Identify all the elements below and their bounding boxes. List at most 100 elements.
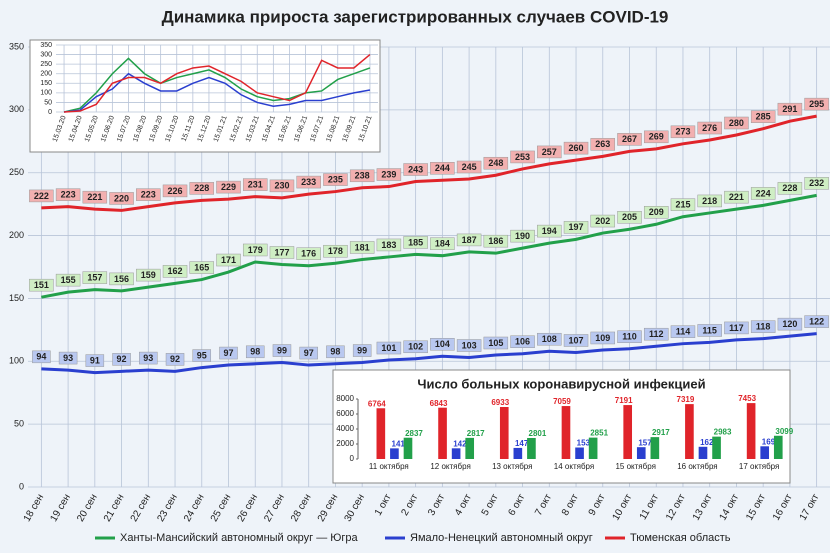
value-label-bg bbox=[139, 351, 158, 365]
value-label: 102 bbox=[408, 342, 423, 352]
value-label: 228 bbox=[194, 183, 209, 193]
x-tick-label: 24 сен bbox=[182, 492, 207, 523]
bar bbox=[527, 437, 536, 459]
value-label-bg bbox=[299, 346, 318, 360]
value-label-bg bbox=[724, 116, 749, 130]
x-tick-label: 13 октября bbox=[492, 462, 532, 471]
bar bbox=[636, 447, 646, 459]
x-tick-label: 6 окт bbox=[506, 492, 527, 518]
y-tick-label: 150 bbox=[40, 80, 52, 87]
value-label: 7059 bbox=[553, 397, 571, 406]
bar bbox=[438, 407, 447, 459]
value-label: 221 bbox=[729, 192, 744, 202]
value-label: 257 bbox=[542, 147, 557, 157]
value-label: 267 bbox=[622, 134, 637, 144]
value-label: 194 bbox=[542, 226, 557, 236]
bar bbox=[575, 447, 584, 459]
value-label-bg bbox=[245, 345, 265, 359]
value-label: 295 bbox=[809, 99, 824, 109]
x-tick-label: 22 сен bbox=[129, 492, 154, 523]
value-label: 231 bbox=[248, 179, 263, 189]
value-label-bg bbox=[590, 331, 616, 345]
value-label: 92 bbox=[117, 354, 127, 364]
value-label-bg bbox=[643, 327, 669, 341]
value-label-bg bbox=[670, 125, 696, 139]
value-label-bg bbox=[269, 179, 295, 193]
value-label-bg bbox=[670, 198, 696, 211]
value-label-bg bbox=[376, 168, 402, 181]
value-label: 98 bbox=[250, 347, 260, 357]
value-label-bg bbox=[724, 190, 749, 204]
x-tick-label: 5 окт bbox=[480, 492, 501, 518]
value-label: 248 bbox=[488, 158, 503, 168]
value-label: 115 bbox=[702, 325, 717, 335]
x-tick-label: 18 сен bbox=[22, 492, 47, 523]
legend-label: Тюменская область bbox=[630, 532, 731, 544]
value-label: 228 bbox=[782, 183, 797, 193]
x-tick-label: 21 сен bbox=[102, 492, 127, 523]
value-label-bg bbox=[590, 214, 616, 228]
value-label: 209 bbox=[649, 207, 664, 217]
value-label-bg bbox=[323, 244, 348, 258]
value-label: 221 bbox=[87, 192, 102, 202]
value-label-bg bbox=[403, 340, 428, 354]
value-label: 187 bbox=[462, 235, 477, 245]
x-tick-label: 1 окт bbox=[373, 492, 394, 518]
value-label: 101 bbox=[381, 343, 396, 353]
value-label: 104 bbox=[435, 339, 450, 349]
value-label-bg bbox=[643, 206, 669, 219]
legend-label: Ханты-Мансийский автономный округ — Югра bbox=[120, 532, 359, 544]
value-label: 244 bbox=[435, 163, 450, 173]
value-label-bg bbox=[563, 221, 589, 234]
y-tick-label: 300 bbox=[40, 51, 52, 58]
x-tick-label: 28 сен bbox=[289, 492, 314, 523]
value-label-bg bbox=[456, 339, 482, 352]
x-tick-label: 23 сен bbox=[155, 492, 180, 523]
value-label: 176 bbox=[301, 249, 316, 259]
value-label-bg bbox=[430, 162, 455, 175]
value-label: 98 bbox=[330, 347, 340, 357]
value-label: 162 bbox=[168, 266, 183, 276]
x-tick-label: 4 окт bbox=[453, 492, 474, 518]
value-label-bg bbox=[352, 344, 372, 357]
value-label-bg bbox=[750, 110, 776, 123]
value-label: 110 bbox=[622, 332, 637, 342]
value-label-bg bbox=[29, 278, 54, 292]
bar bbox=[685, 404, 694, 459]
value-label: 233 bbox=[301, 177, 316, 187]
x-tick-label: 10 окт bbox=[611, 492, 635, 523]
series-line bbox=[41, 114, 817, 212]
value-label: 99 bbox=[357, 345, 367, 355]
value-label-bg bbox=[58, 351, 78, 365]
value-label-bg bbox=[617, 211, 642, 224]
value-label: 184 bbox=[435, 239, 450, 249]
value-label: 190 bbox=[515, 231, 530, 241]
value-label-bg bbox=[537, 145, 562, 159]
value-label-bg bbox=[32, 350, 51, 364]
value-label-bg bbox=[29, 189, 54, 203]
value-label-bg bbox=[456, 160, 482, 174]
x-tick-label: 26 сен bbox=[236, 492, 261, 523]
value-label: 114 bbox=[676, 327, 691, 337]
x-tick-label: 12 окт bbox=[664, 492, 688, 523]
value-label: 103 bbox=[462, 340, 477, 350]
y-tick-label: 200 bbox=[40, 71, 52, 78]
value-label: 186 bbox=[488, 236, 503, 246]
x-tick-label: 12 октября bbox=[430, 462, 470, 471]
chart-title: Динамика прироста зарегистрированных слу… bbox=[162, 7, 669, 26]
value-label: 2851 bbox=[590, 429, 608, 438]
value-label-bg bbox=[777, 317, 803, 331]
y-tick-label: 2000 bbox=[336, 439, 354, 448]
value-label: 108 bbox=[542, 334, 557, 344]
x-tick-label: 15 октября bbox=[615, 462, 655, 471]
value-label-bg bbox=[483, 156, 509, 170]
bar bbox=[773, 435, 783, 459]
value-label: 223 bbox=[141, 190, 156, 200]
x-tick-label: 11 окт bbox=[638, 492, 662, 522]
y-tick-label: 350 bbox=[40, 42, 52, 49]
x-tick-label: 30 сен bbox=[343, 492, 368, 523]
x-tick-label: 25 сен bbox=[209, 492, 234, 523]
value-label: 159 bbox=[141, 270, 156, 280]
bar bbox=[451, 448, 461, 459]
value-label-bg bbox=[510, 335, 535, 348]
